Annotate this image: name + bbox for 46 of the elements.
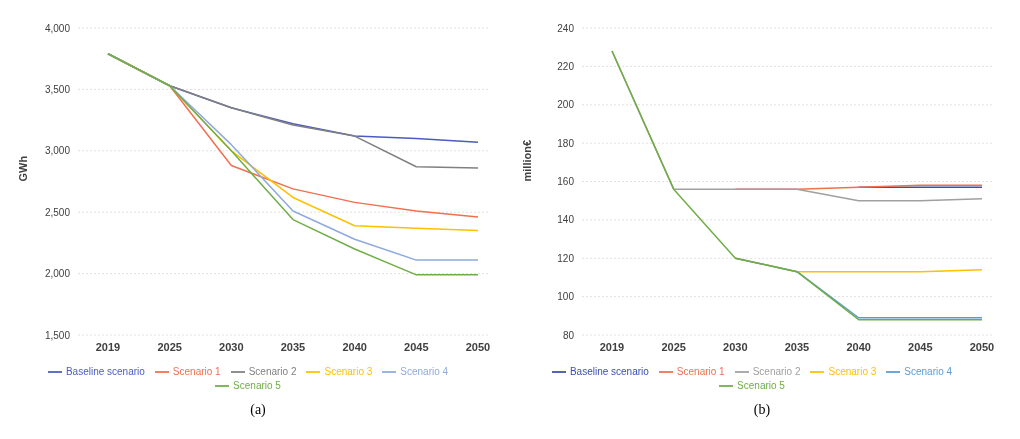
legend-label: Scenario 3	[324, 365, 373, 377]
line-series	[611, 50, 983, 321]
x-tick-label: 2030	[723, 340, 748, 353]
legend-label: Scenario 1	[676, 365, 725, 377]
legend-label: Scenario 4	[400, 365, 449, 377]
x-tick-label: 2019	[599, 340, 625, 353]
y-axis-title: GWh	[16, 155, 29, 182]
x-tick-label: 2040	[846, 340, 871, 353]
legend-label: Scenario 5	[737, 379, 785, 391]
x-tick-label: 2035	[280, 340, 306, 353]
y-tick-label: 2,500	[44, 206, 71, 218]
y-tick-label: 180	[557, 137, 575, 149]
y-tick-label: 3,000	[44, 145, 71, 157]
legend-label: Baseline scenario	[569, 365, 649, 377]
y-tick-label: 80	[562, 329, 575, 341]
legend-label: Scenario 4	[904, 365, 953, 377]
y-tick-label: 140	[557, 214, 575, 226]
y-tick-label: 240	[557, 22, 575, 34]
y-tick-label: 160	[557, 176, 575, 188]
x-tick-label: 2040	[342, 340, 367, 353]
y-tick-label: 4,000	[44, 22, 71, 34]
legend-label: Scenario 1	[172, 365, 221, 377]
x-tick-label: 2050	[969, 340, 995, 353]
legend-label: Scenario 2	[752, 365, 801, 377]
legend-label: Scenario 3	[828, 365, 877, 377]
text: (b)	[752, 402, 772, 418]
y-tick-label: 100	[557, 291, 575, 303]
y-tick-label: 120	[557, 252, 575, 264]
legend-label: Scenario 5	[233, 379, 281, 391]
y-tick-label: 1,500	[44, 329, 71, 341]
y-tick-label: 200	[557, 99, 575, 111]
y-tick-label: 2,000	[44, 268, 71, 280]
text: (a)	[249, 402, 267, 418]
y-tick-label: 3,500	[44, 83, 71, 95]
x-tick-label: 2050	[465, 340, 491, 353]
legend-label: Scenario 2	[248, 365, 297, 377]
x-tick-label: 2045	[404, 340, 429, 353]
legend-label: Baseline scenario	[65, 365, 145, 377]
y-tick-label: 220	[557, 60, 575, 72]
x-tick-label: 2025	[661, 340, 686, 353]
x-tick-label: 2025	[157, 340, 182, 353]
x-tick-label: 2019	[95, 340, 121, 353]
x-tick-label: 2035	[784, 340, 810, 353]
y-axis-title: million€	[520, 139, 533, 182]
x-tick-label: 2045	[908, 340, 933, 353]
x-tick-label: 2030	[219, 340, 244, 353]
